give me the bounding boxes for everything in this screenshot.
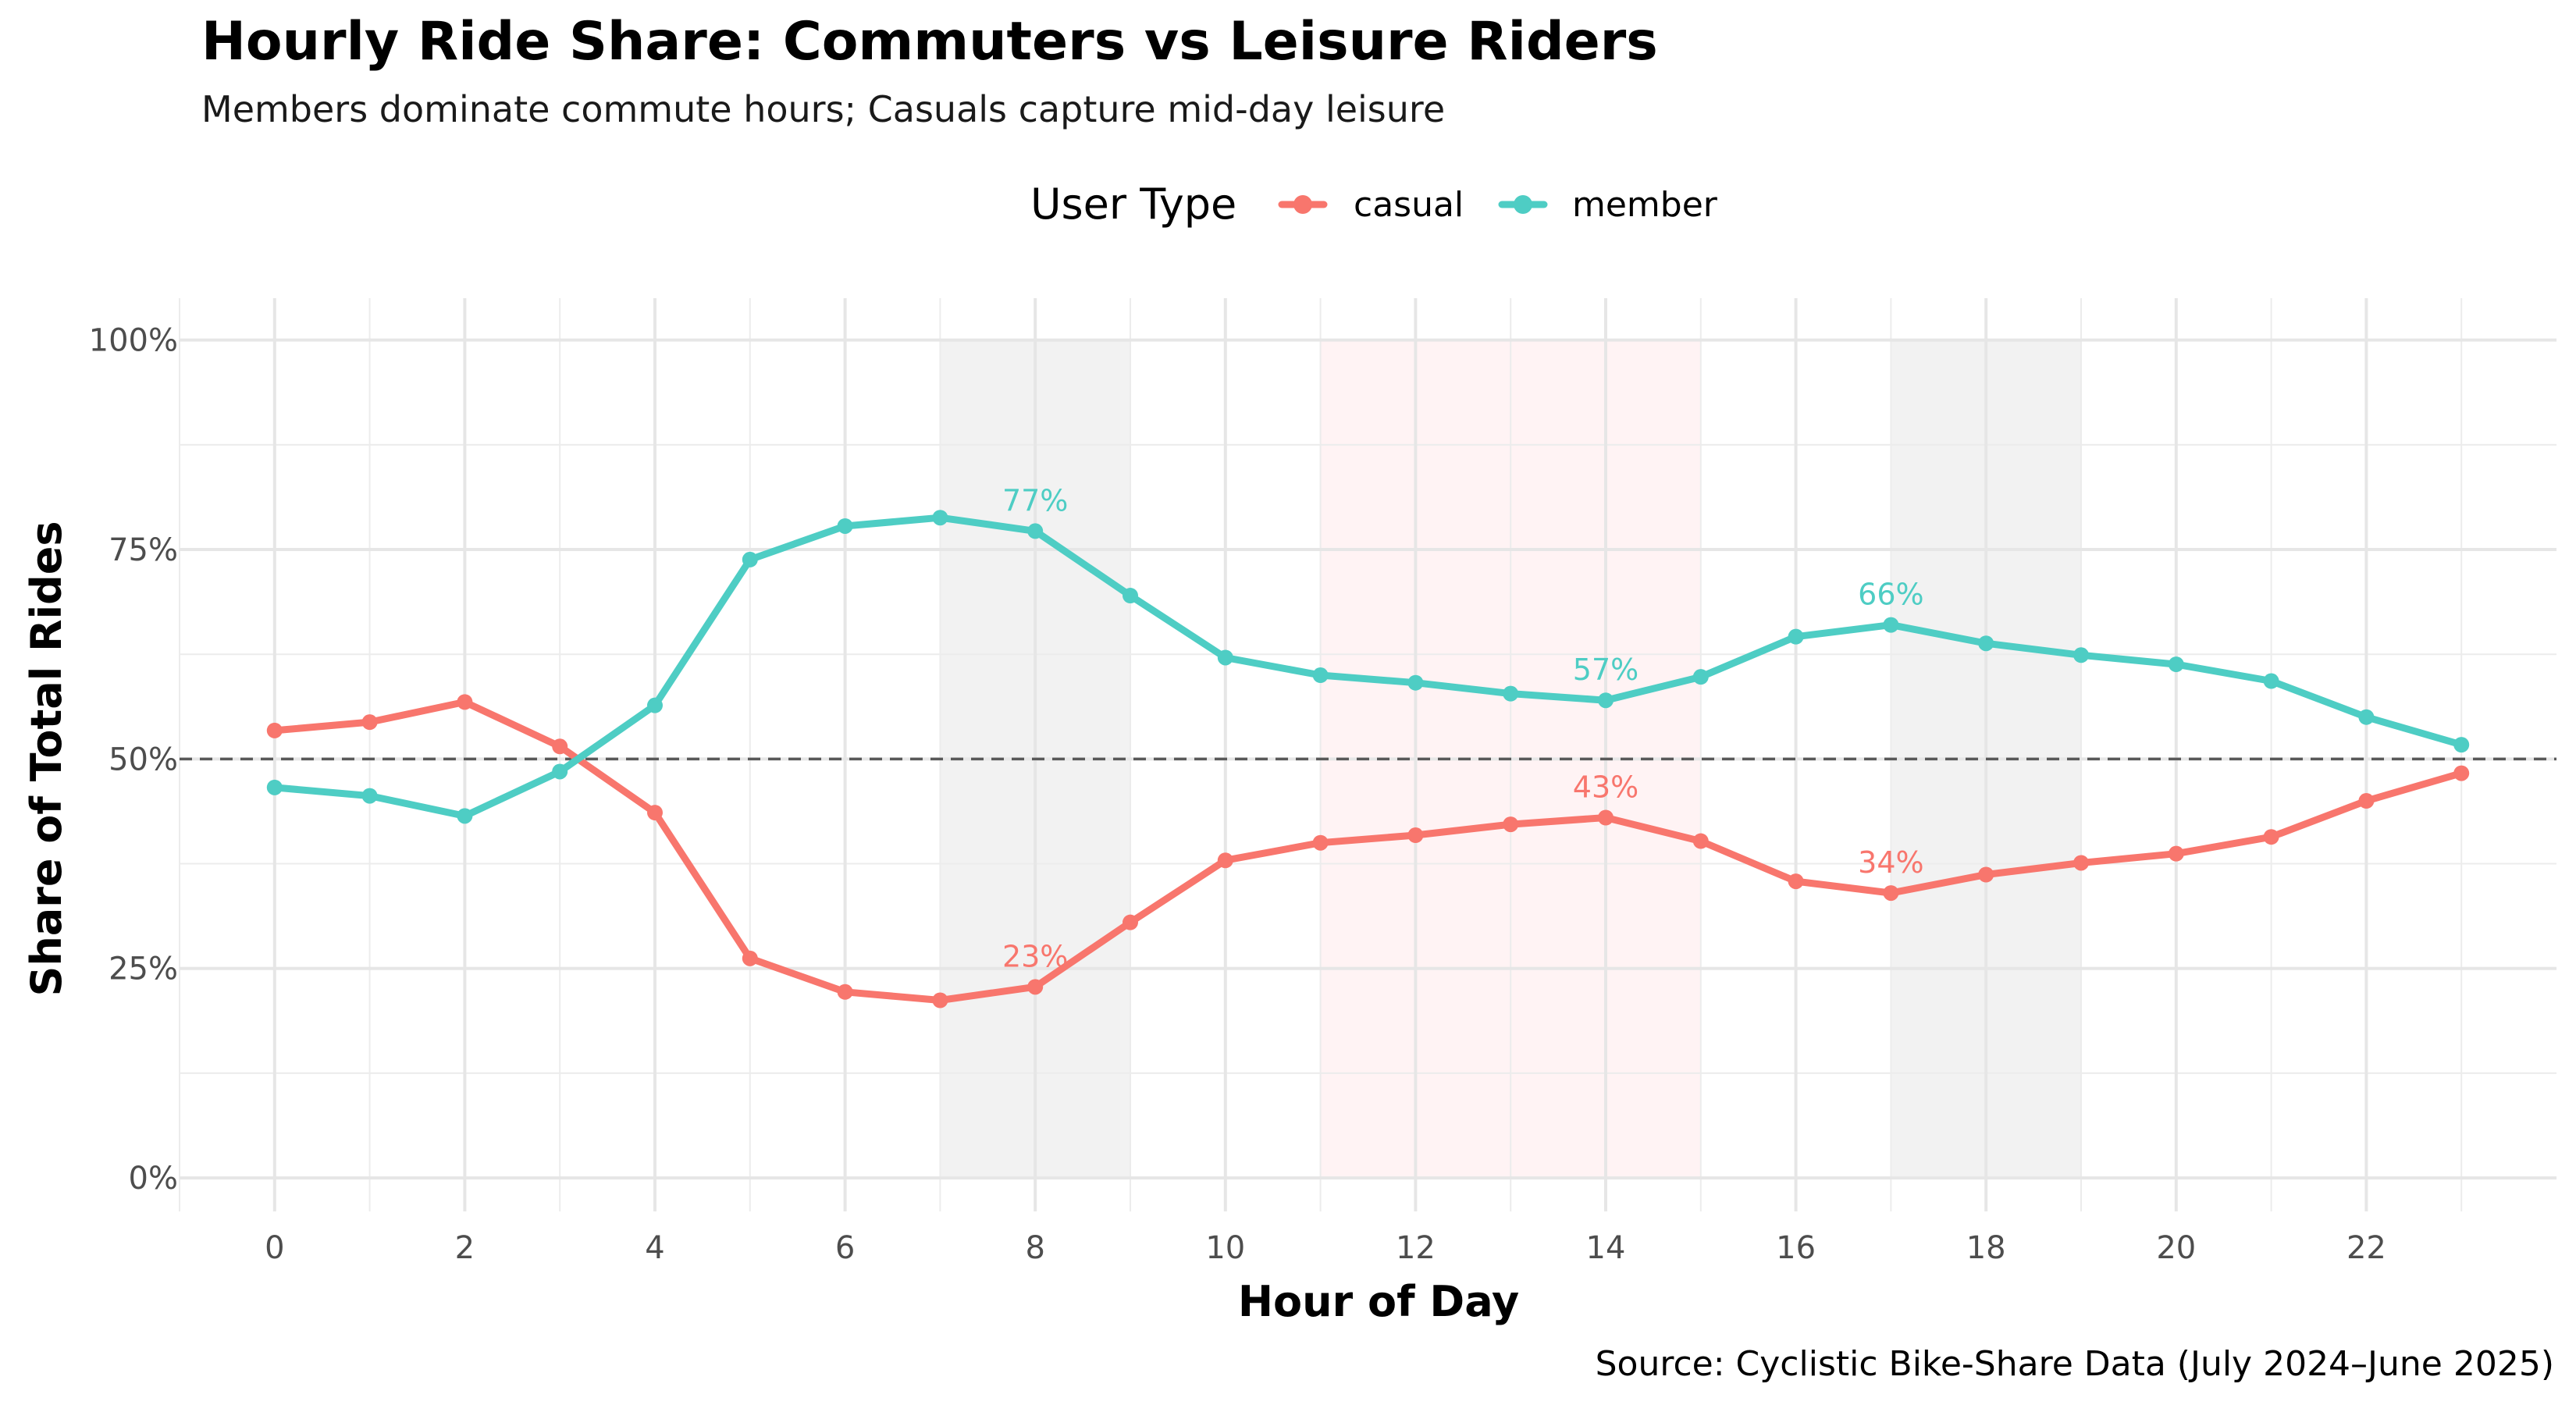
- x-tick-label: 4: [645, 1230, 664, 1266]
- legend-item-casual: casual: [1278, 185, 1464, 225]
- point-member: [1503, 685, 1519, 702]
- point-member: [457, 808, 473, 824]
- data-label: 43%: [1573, 770, 1638, 805]
- point-member: [2263, 673, 2279, 689]
- y-tick-label: 25%: [109, 951, 178, 987]
- x-tick-label: 20: [2156, 1230, 2196, 1266]
- point-member: [2073, 647, 2089, 663]
- point-casual: [1883, 885, 1899, 902]
- y-axis-title: Share of Total Rides: [22, 521, 71, 996]
- data-label: 23%: [1002, 939, 1068, 973]
- point-casual: [1217, 852, 1233, 869]
- point-member: [2168, 656, 2184, 673]
- data-label: 34%: [1858, 845, 1923, 880]
- point-casual: [2358, 793, 2375, 809]
- plot-area: 0 2 4 6 8 10 12 14 16 18 20 22 0% 25% 50% 75% 100% 77% 57%…: [89, 298, 2556, 1266]
- point-casual: [1692, 833, 1709, 849]
- data-label: 66%: [1858, 578, 1923, 612]
- chart-title: Hourly Ride Share: Commuters vs Leisure …: [201, 11, 1658, 73]
- point-member: [1312, 667, 1329, 684]
- data-label: 77%: [1002, 483, 1068, 518]
- point-casual: [1312, 834, 1329, 851]
- point-casual: [266, 722, 283, 738]
- point-casual: [1978, 866, 1994, 883]
- point-member: [647, 697, 663, 713]
- point-casual: [1027, 979, 1044, 995]
- series-line-member: [271, 514, 2465, 820]
- point-casual: [742, 950, 758, 966]
- data-label: 57%: [1573, 653, 1638, 687]
- x-tick-label: 6: [835, 1230, 855, 1266]
- x-tick-label: 10: [1205, 1230, 1245, 1266]
- legend-item-member: member: [1498, 185, 1718, 225]
- point-member: [266, 779, 283, 795]
- point-member: [742, 551, 758, 567]
- x-axis-title: Hour of Day: [1238, 1277, 1519, 1326]
- point-casual: [2073, 855, 2089, 871]
- point-member: [2453, 737, 2470, 753]
- point-member: [552, 763, 568, 780]
- point-member: [361, 788, 378, 804]
- point-member: [1692, 669, 1709, 685]
- x-tick-label: 2: [455, 1230, 475, 1266]
- x-tick-label: 16: [1776, 1230, 1816, 1266]
- legend: User Type casual member: [1030, 180, 1718, 229]
- legend-title: User Type: [1030, 180, 1236, 229]
- point-casual: [361, 714, 378, 731]
- point-casual: [2263, 829, 2279, 845]
- point-casual: [1598, 809, 1614, 826]
- point-casual: [647, 805, 663, 821]
- point-member: [1123, 588, 1138, 604]
- point-casual: [1407, 827, 1424, 844]
- point-casual: [1123, 914, 1138, 930]
- x-tick-label: 14: [1586, 1230, 1626, 1266]
- legend-label-member: member: [1572, 185, 1718, 225]
- point-member: [2358, 709, 2375, 725]
- point-casual: [1503, 816, 1519, 833]
- point-casual: [2453, 765, 2470, 781]
- point-casual: [457, 694, 473, 710]
- legend-label-casual: casual: [1354, 185, 1464, 225]
- x-tick-label: 22: [2347, 1230, 2386, 1266]
- x-tick-label: 18: [1966, 1230, 2006, 1266]
- point-member: [1407, 674, 1424, 691]
- y-tick-label: 50%: [109, 742, 178, 777]
- chart-subtitle: Members dominate commute hours; Casuals …: [201, 88, 1445, 130]
- point-member: [1788, 628, 1804, 645]
- series-line-casual: [271, 698, 2465, 1004]
- y-tick-label: 0%: [129, 1161, 178, 1197]
- point-casual: [2168, 845, 2184, 862]
- point-member: [932, 510, 948, 526]
- point-member: [1598, 692, 1614, 709]
- y-tick-label: 75%: [109, 532, 178, 568]
- x-tick-label: 12: [1396, 1230, 1436, 1266]
- point-member: [1978, 635, 1994, 652]
- point-casual: [932, 992, 948, 1008]
- chart-caption: Source: Cyclistic Bike-Share Data (July …: [1596, 1344, 2554, 1384]
- point-member: [837, 518, 853, 534]
- x-tick-label: 0: [265, 1230, 284, 1266]
- point-casual: [837, 984, 853, 1000]
- x-tick-label: 8: [1025, 1230, 1044, 1266]
- point-member: [1217, 649, 1233, 666]
- y-tick-label: 100%: [89, 323, 178, 359]
- point-member: [1883, 617, 1899, 633]
- point-member: [1027, 523, 1044, 539]
- point-casual: [1788, 873, 1804, 890]
- point-casual: [552, 738, 568, 755]
